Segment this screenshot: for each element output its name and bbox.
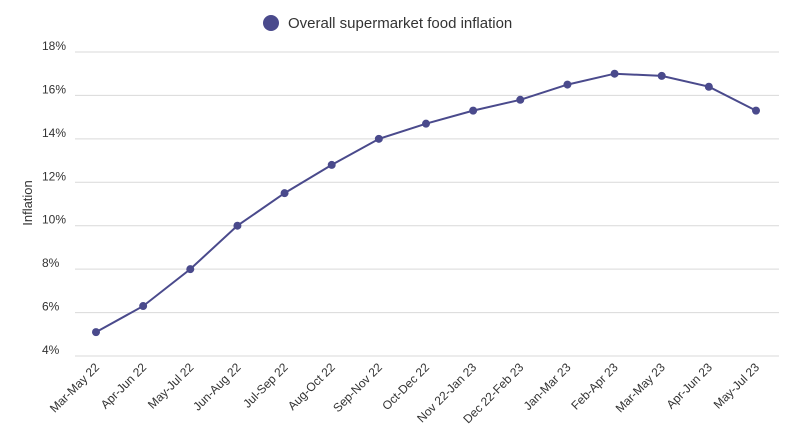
data-point[interactable] <box>422 119 430 128</box>
data-point[interactable] <box>139 302 148 311</box>
data-point[interactable] <box>469 106 478 115</box>
y-axis-title: Inflation <box>20 180 35 226</box>
data-point[interactable] <box>516 95 525 104</box>
data-point[interactable] <box>657 71 666 80</box>
x-tick-label: May-Jul 22 <box>145 360 197 412</box>
legend[interactable]: Overall supermarket food inflation <box>263 15 512 32</box>
x-tick-label: Apr-Jun 22 <box>98 360 150 412</box>
series-line <box>95 72 757 333</box>
y-tick-label: 16% <box>42 82 66 96</box>
data-point[interactable] <box>704 82 713 91</box>
data-point[interactable] <box>752 106 760 115</box>
y-tick-label: 4% <box>42 343 60 357</box>
data-point[interactable] <box>563 80 572 89</box>
data-point[interactable] <box>327 160 336 169</box>
y-tick-label: 14% <box>42 126 66 140</box>
legend-label: Overall supermarket food inflation <box>288 15 512 32</box>
data-point[interactable] <box>92 328 100 337</box>
x-tick-label: Jul-Sep 22 <box>240 360 291 411</box>
x-tick-label: Jun-Aug 22 <box>190 360 244 414</box>
y-tick-label: 18% <box>42 39 66 53</box>
x-tick-label: May-Jul 23 <box>711 360 763 412</box>
y-tick-label: 12% <box>42 169 66 183</box>
x-tick-label: Jan-Mar 23 <box>521 360 574 413</box>
y-tick-label: 10% <box>42 213 66 227</box>
data-point[interactable] <box>374 134 383 143</box>
y-axis-ticks: 4% 6% 8% 10% 12% 14% 16% 18% <box>42 39 66 357</box>
y-tick-label: 8% <box>42 256 60 270</box>
x-tick-label: Sep-Nov 22 <box>330 360 385 415</box>
data-point[interactable] <box>610 69 619 78</box>
data-point[interactable] <box>233 221 242 230</box>
legend-marker <box>263 15 279 31</box>
x-tick-label: Mar-May 22 <box>47 360 102 415</box>
data-point[interactable] <box>186 265 195 274</box>
series-overall-supermarket-food-inflation <box>92 69 760 337</box>
y-tick-label: 6% <box>42 300 60 314</box>
x-tick-label: Mar-May 23 <box>613 360 668 415</box>
gridlines <box>75 51 779 357</box>
data-point[interactable] <box>280 189 289 198</box>
x-tick-label: Apr-Jun 23 <box>664 360 716 412</box>
